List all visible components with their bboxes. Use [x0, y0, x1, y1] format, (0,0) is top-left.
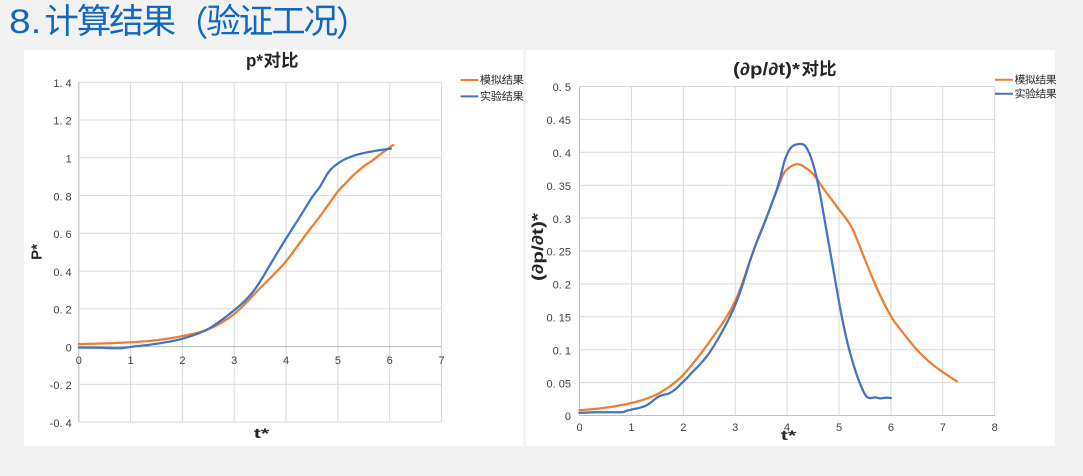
svg-text:P*: P*: [29, 244, 46, 260]
svg-text:0. 35: 0. 35: [547, 181, 571, 193]
svg-text:0. 8: 0. 8: [53, 191, 71, 203]
svg-text:3: 3: [231, 355, 237, 367]
svg-text:8.: 8.: [9, 3, 42, 41]
svg-text:0. 3: 0. 3: [553, 214, 571, 226]
svg-text:1: 1: [128, 355, 134, 367]
svg-text:-0. 2: -0. 2: [50, 380, 72, 392]
svg-text:(∂p/∂t)*: (∂p/∂t)*: [530, 212, 547, 281]
svg-text:t*: t*: [254, 425, 270, 441]
svg-text:0: 0: [576, 422, 582, 434]
svg-text:1: 1: [628, 422, 634, 434]
svg-text:p*: p*: [246, 51, 263, 71]
svg-text:6: 6: [387, 355, 393, 367]
svg-text:0. 6: 0. 6: [53, 229, 71, 241]
svg-text:0. 25: 0. 25: [547, 247, 571, 259]
svg-text:7: 7: [438, 355, 444, 367]
svg-text:5: 5: [836, 422, 842, 434]
svg-text:0. 2: 0. 2: [53, 305, 71, 317]
svg-text:0: 0: [76, 355, 82, 367]
svg-text:0. 4: 0. 4: [53, 267, 71, 279]
svg-text:1: 1: [66, 154, 72, 166]
svg-text:8: 8: [992, 422, 998, 434]
svg-text:2: 2: [680, 422, 686, 434]
svg-text:2: 2: [179, 355, 185, 367]
svg-text:0. 15: 0. 15: [547, 313, 571, 325]
svg-text:0. 4: 0. 4: [553, 148, 571, 160]
svg-text:1. 2: 1. 2: [53, 116, 71, 128]
svg-text:0. 1: 0. 1: [553, 345, 571, 357]
svg-text:-0. 4: -0. 4: [50, 418, 72, 430]
svg-text:(∂p/∂t)*: (∂p/∂t)*: [733, 59, 800, 79]
svg-text:0. 05: 0. 05: [547, 378, 571, 390]
svg-text:4: 4: [784, 422, 790, 434]
svg-text:t*: t*: [781, 427, 797, 443]
svg-text:4: 4: [283, 355, 289, 367]
svg-text:6: 6: [888, 422, 894, 434]
svg-text:0: 0: [66, 342, 72, 354]
svg-text:5: 5: [335, 355, 341, 367]
svg-text:0. 5: 0. 5: [553, 82, 571, 94]
svg-text:1. 4: 1. 4: [53, 78, 71, 90]
svg-text:0. 2: 0. 2: [553, 280, 571, 292]
svg-text:0: 0: [565, 411, 571, 423]
svg-text:3: 3: [732, 422, 738, 434]
svg-text:7: 7: [940, 422, 946, 434]
svg-text:0. 45: 0. 45: [547, 115, 571, 127]
